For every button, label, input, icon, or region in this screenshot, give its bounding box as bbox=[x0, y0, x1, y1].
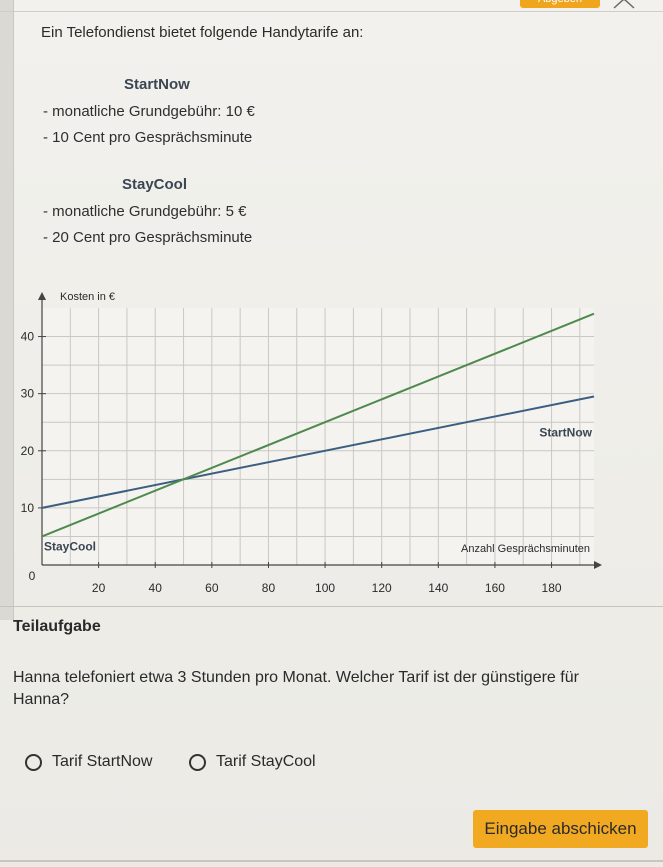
left-rail bbox=[0, 0, 14, 620]
y-tick-label: 20 bbox=[21, 444, 35, 458]
question-text: Hanna telefoniert etwa 3 Stunden pro Mon… bbox=[13, 669, 579, 708]
submit-all-button[interactable]: Abgeben bbox=[520, 0, 600, 8]
tariff-name-startnow: StartNow bbox=[124, 76, 190, 93]
section-divider bbox=[0, 606, 663, 607]
y-axis-arrow-icon bbox=[38, 292, 46, 300]
x-tick-label: 80 bbox=[262, 581, 276, 595]
tariff-line: - monatliche Grundgebühr: 5 € bbox=[43, 203, 247, 220]
x-axis-arrow-icon bbox=[594, 561, 602, 569]
radio-option-label: Tarif StayCool bbox=[216, 753, 316, 770]
series-line-staycool bbox=[41, 312, 595, 538]
tariff-line: - 20 Cent pro Gesprächsminute bbox=[43, 229, 253, 246]
radio-option-label: Tarif StartNow bbox=[52, 753, 153, 770]
x-tick-label: 60 bbox=[205, 581, 219, 595]
subtask-heading: Teilaufgabe bbox=[13, 618, 101, 635]
task-intro: Ein Telefondienst bietet folgende Handyt… bbox=[41, 24, 364, 41]
cost-chart-svg: 20 40 60 80 100 120 140 160 180 10 20 30 40 0 Kosten i… bbox=[21, 291, 602, 595]
chevron-up-icon[interactable] bbox=[612, 0, 636, 10]
tariff-line: - 10 Cent pro Gesprächsminute bbox=[43, 129, 253, 146]
series-line-startnow bbox=[41, 395, 595, 509]
x-tick-label: 40 bbox=[149, 581, 163, 595]
header-divider bbox=[0, 11, 663, 12]
origin-label: 0 bbox=[29, 569, 36, 583]
radio-option-startnow[interactable]: Tarif StartNow bbox=[25, 750, 152, 774]
footer-divider bbox=[0, 860, 663, 862]
y-tick-label: 10 bbox=[21, 501, 35, 515]
x-tick-label: 160 bbox=[485, 581, 505, 595]
series-label-startnow: StartNow bbox=[539, 426, 592, 440]
tariff-line: - monatliche Grundgebühr: 10 € bbox=[43, 103, 255, 120]
series-label-staycool: StayCool bbox=[44, 540, 96, 554]
submit-answer-button[interactable]: Eingabe abschicken bbox=[473, 810, 648, 848]
y-tick-label: 40 bbox=[21, 330, 35, 344]
x-tick-label: 120 bbox=[372, 581, 392, 595]
radio-button[interactable] bbox=[25, 753, 42, 771]
cost-chart: 20 40 60 80 100 120 140 160 180 10 20 30 40 0 Kosten i… bbox=[0, 280, 620, 610]
tariff-name-staycool: StayCool bbox=[122, 176, 188, 193]
radio-button[interactable] bbox=[189, 753, 206, 771]
x-tick-label: 140 bbox=[428, 581, 448, 595]
radio-option-staycool[interactable]: Tarif StayCool bbox=[189, 750, 316, 774]
y-tick-label: 30 bbox=[21, 387, 35, 401]
x-tick-label: 20 bbox=[92, 581, 106, 595]
x-axis-label: Anzahl Gesprächsminuten bbox=[461, 543, 590, 555]
x-tick-label: 100 bbox=[315, 581, 335, 595]
x-tick-label: 180 bbox=[542, 581, 562, 595]
y-axis-label: Kosten in € bbox=[60, 291, 115, 303]
